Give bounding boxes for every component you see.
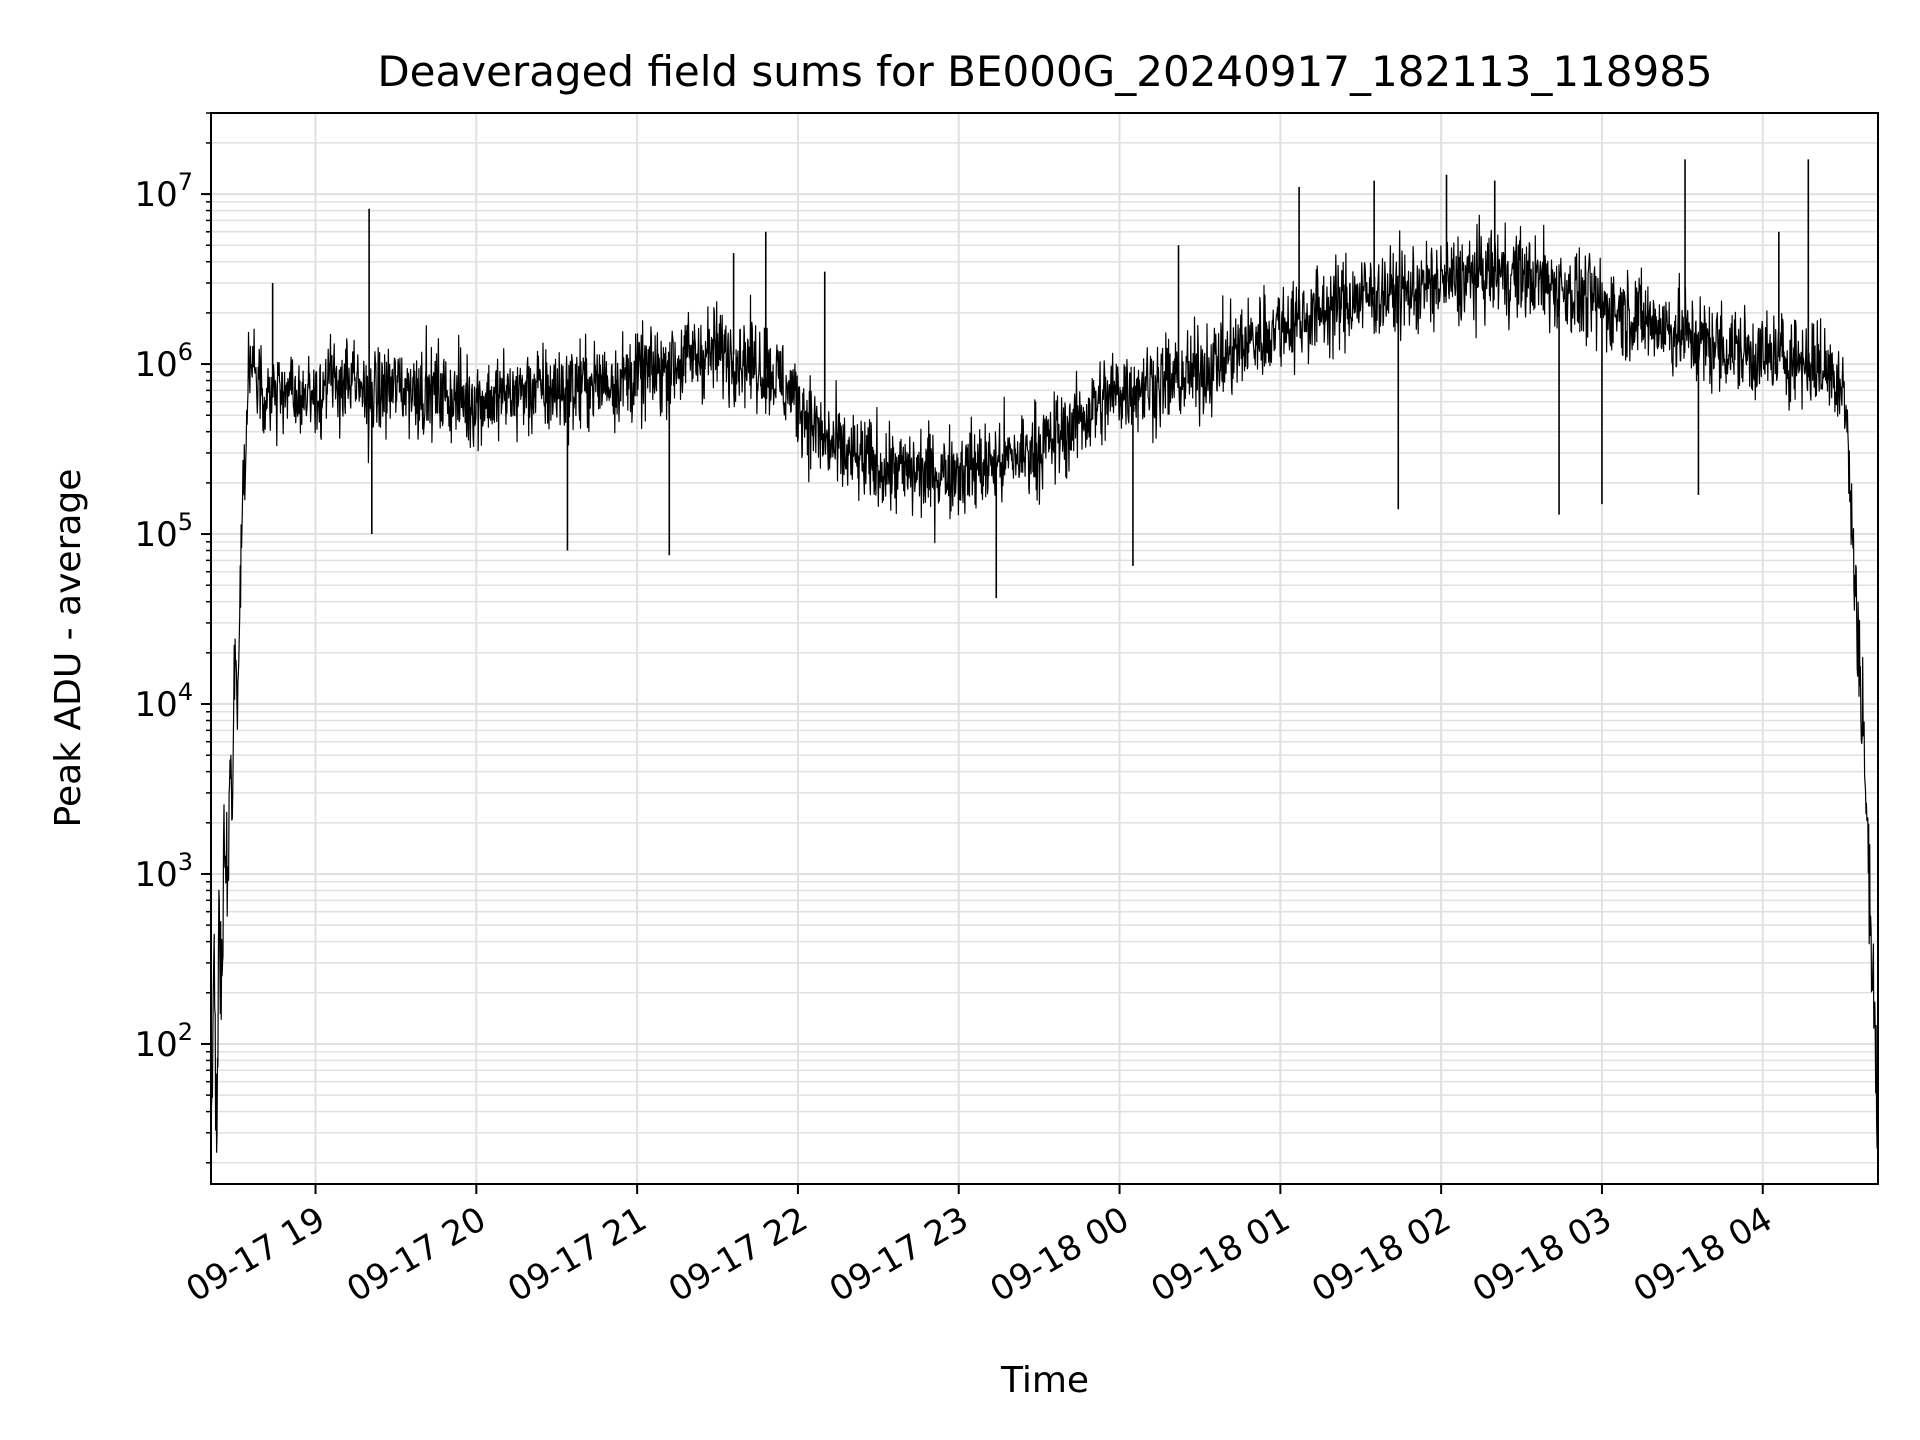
data-layer	[210, 159, 1879, 1185]
y-tick-label: 106	[134, 338, 193, 385]
y-axis: 102 103 104 105 106 107	[134, 112, 211, 1164]
x-axis-label: Time	[1000, 1360, 1089, 1401]
y-tick-label: 105	[134, 508, 193, 555]
series-line	[210, 214, 1879, 1185]
y-tick-label: 107	[134, 168, 193, 215]
grid	[211, 112, 1878, 1184]
y-axis-label: Peak ADU - average	[48, 469, 89, 828]
y-tick-label: 104	[134, 678, 193, 725]
y-tick-label: 103	[134, 848, 193, 895]
y-tick-label: 102	[134, 1018, 193, 1065]
plot-frame	[210, 112, 1879, 1185]
chart-title: Deaveraged field sums for BE000G_2024091…	[377, 47, 1712, 96]
